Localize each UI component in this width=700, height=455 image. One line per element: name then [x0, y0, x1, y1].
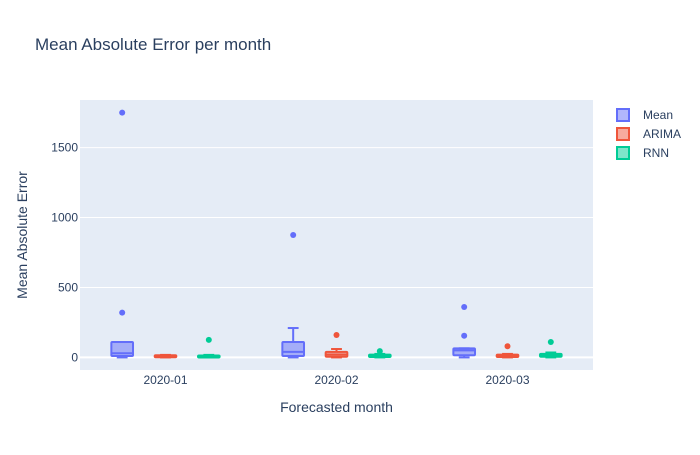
outlier-point: [376, 348, 383, 355]
outlier-point: [205, 336, 212, 343]
legend-label-mean: Mean: [643, 108, 673, 122]
x-tick-label: 2020-02: [314, 373, 358, 387]
outlier-point: [290, 232, 297, 238]
box-iqr: [281, 341, 306, 358]
y-tick-label: 1000: [51, 211, 78, 225]
y-tick-label: 0: [71, 350, 78, 364]
box-mean-2020-03: [452, 304, 477, 359]
legend-swatch-rnn: [616, 146, 630, 160]
box-rnn-2020-01: [196, 336, 221, 359]
legend-label-rnn: RNN: [643, 146, 669, 160]
outlier-point: [333, 332, 340, 339]
legend: Mean ARIMA RNN: [616, 108, 681, 160]
y-axis-label: Mean Absolute Error: [14, 171, 30, 299]
box-mean-2020-02: [281, 232, 306, 359]
x-tick-label: 2020-03: [485, 373, 529, 387]
legend-swatch-arima: [616, 127, 630, 141]
box-rnn-2020-03: [538, 339, 563, 359]
outlier-point: [119, 109, 126, 116]
x-tick-label: 2020-01: [143, 373, 187, 387]
legend-label-arima: ARIMA: [643, 127, 681, 141]
y-tick-label: 1500: [51, 141, 78, 155]
x-axis-ticks: 2020-01 2020-02 2020-03: [143, 373, 529, 387]
y-axis-ticks: 0 500 1000 1500: [51, 141, 78, 365]
legend-swatch-mean: [616, 108, 630, 122]
plot-area: [80, 100, 593, 370]
box-rnn-2020-02: [367, 348, 392, 359]
outlier-point: [461, 304, 468, 311]
chart-title: Mean Absolute Error per month: [35, 35, 271, 54]
outlier-point: [119, 309, 126, 316]
y-tick-label: 500: [58, 280, 78, 294]
box-mean-2020-01: [110, 109, 135, 359]
box-arima-2020-02: [324, 332, 349, 359]
box-arima-2020-01: [153, 353, 178, 359]
box-series: [110, 109, 563, 359]
x-axis-label: Forecasted month: [280, 399, 393, 415]
outlier-point: [504, 343, 511, 350]
box-arima-2020-03: [495, 343, 520, 359]
outlier-point: [547, 339, 554, 346]
outlier-point: [461, 332, 468, 339]
box-iqr: [452, 347, 477, 357]
